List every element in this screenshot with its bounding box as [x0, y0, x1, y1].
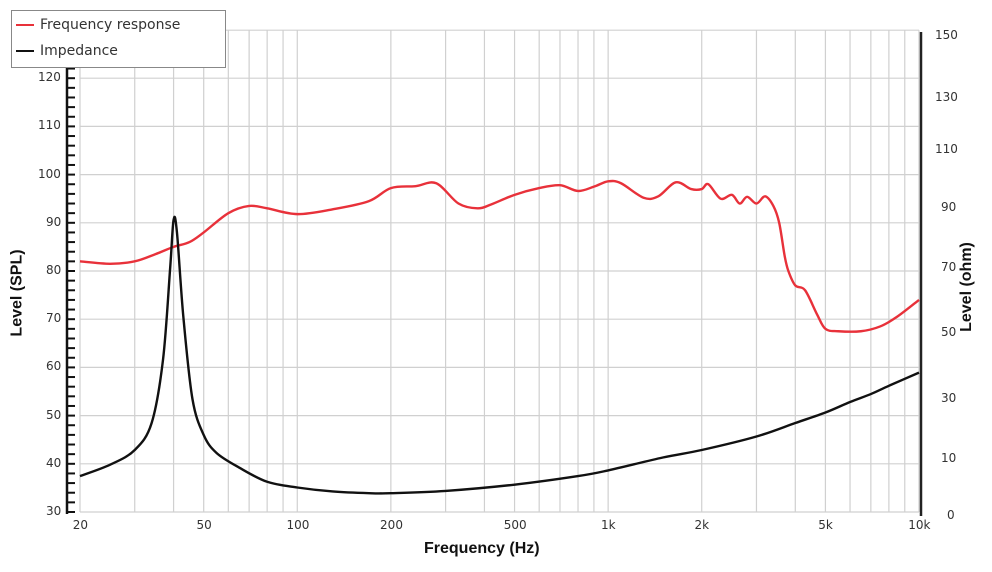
y-tick-label: 40 [46, 455, 62, 470]
y2-tick-label: 70 [941, 260, 957, 274]
y2-tick-label: 130 [935, 90, 958, 104]
y2-tick-label: 30 [941, 391, 957, 405]
y-tick-label: 50 [46, 407, 62, 422]
y2-tick-label: 90 [941, 200, 957, 214]
plot-curves [79, 179, 920, 495]
red-line-swatch-icon [16, 24, 34, 26]
impedance-curve [79, 215, 920, 495]
legend-label: Frequency response [40, 17, 181, 33]
x-tick-label: 1k [600, 518, 616, 532]
chart-legend: Frequency response Impedance [11, 10, 226, 68]
left-y-axis [65, 30, 75, 514]
x-tick-label: 20 [72, 518, 89, 532]
legend-item-frequency-response: Frequency response [16, 13, 225, 37]
y2-tick-label: 150 [935, 28, 958, 42]
x-tick-label: 10k [908, 518, 931, 532]
y2-tick-label: 50 [941, 325, 957, 339]
y-tick-label: 60 [46, 359, 62, 374]
grid-lines [79, 29, 920, 513]
y-tick-label: 90 [46, 214, 62, 229]
x-tick-label: 50 [196, 518, 212, 532]
x-axis-title: Frequency (Hz) [424, 540, 540, 557]
y-tick-label: 30 [46, 504, 62, 518]
y-tick-label: 120 [38, 70, 61, 85]
y2-tick-label: 110 [935, 142, 958, 156]
y2-tick-label: 0 [947, 508, 955, 522]
y-axis-title: Level (SPL) [8, 249, 26, 337]
legend-label: Impedance [40, 43, 118, 59]
y-tick-label: 80 [46, 263, 62, 277]
black-line-swatch-icon [16, 50, 34, 52]
frequency-response-curve [79, 179, 920, 333]
y2-axis-title: Level (ohm) [957, 242, 975, 332]
x-tick-label: 5k [818, 518, 833, 532]
x-tick-label: 2k [694, 518, 710, 532]
y-tick-label: 70 [46, 311, 62, 326]
x-tick-label: 200 [380, 518, 403, 532]
y2-tick-label: 10 [941, 451, 957, 465]
x-tick-label: 500 [503, 518, 527, 532]
y-tick-label: 100 [38, 166, 61, 181]
x-tick-label: 100 [286, 518, 310, 532]
legend-item-impedance: Impedance [16, 39, 225, 63]
y-tick-label: 110 [38, 118, 61, 133]
